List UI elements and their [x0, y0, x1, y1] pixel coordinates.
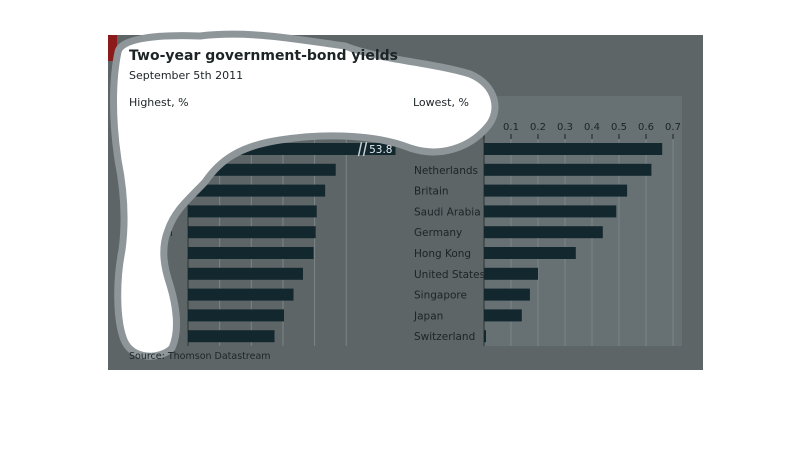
bar-switzerland [484, 330, 486, 343]
category-label: Germany [414, 227, 462, 239]
bar-saudi-arabia [484, 205, 617, 218]
category-label: Nigeria [129, 290, 167, 302]
tick-label: 0.7 [665, 122, 681, 133]
bar-pakistan [188, 205, 317, 218]
bar-ireland [188, 309, 285, 322]
bar-united-states [484, 267, 538, 280]
category-label: Kenya [129, 248, 161, 260]
tick-label: 3 [216, 122, 222, 133]
tick-label: 0 [481, 122, 487, 133]
category-label: Ireland [129, 310, 165, 322]
bar-venezuela [188, 184, 326, 197]
category-label: Finland [414, 144, 452, 156]
data-label: 53.8 [369, 144, 392, 156]
tick-label: 15 [340, 122, 353, 133]
category-label: United States [414, 269, 485, 281]
tick-label: 0.1 [503, 122, 519, 133]
bar-brazil [188, 267, 303, 280]
category-label: Portugal [129, 165, 173, 177]
tick-label: 12 [308, 122, 321, 133]
left-chart-label: Highest, % [129, 96, 189, 109]
bar-nigeria [188, 288, 294, 301]
bar-germany [484, 226, 603, 239]
bar-britain [484, 184, 628, 197]
tick-label: 9 [280, 122, 286, 133]
right-chart-label: Lowest, % [413, 96, 469, 109]
plot-background-right [484, 96, 682, 346]
bar-vietnam [188, 226, 316, 239]
category-label: Japan [413, 310, 443, 322]
bar-japan [484, 309, 522, 322]
category-label: Britain [414, 186, 449, 198]
bar-finland [484, 143, 663, 155]
category-label: India [129, 331, 155, 343]
category-label: Hong Kong [414, 248, 471, 260]
category-label: Vietnam [129, 227, 173, 239]
source-note: Source: Thomson Datastream [129, 351, 271, 362]
tick-label: 0.3 [557, 122, 573, 133]
category-label: Saudi Arabia [414, 206, 481, 218]
chart-title: Two-year government-bond yields [129, 48, 398, 64]
category-label: Greece [129, 144, 166, 156]
bar-kenya [188, 247, 314, 259]
bar-singapore [484, 288, 530, 301]
category-label: Venezuela [129, 186, 183, 198]
category-label: Brazil [129, 269, 158, 281]
chart-subtitle: September 5th 2011 [129, 69, 244, 82]
tick-label: 0.5 [611, 122, 627, 133]
category-label: Pakistan [129, 206, 173, 218]
bar-portugal [188, 163, 336, 176]
tick-label: 0.6 [638, 122, 654, 133]
bar-netherlands [484, 163, 652, 176]
tick-label: 0 [185, 122, 191, 133]
tick-label: 6 [248, 122, 254, 133]
bar-hong-kong [484, 247, 576, 259]
tick-label: 0.4 [584, 122, 600, 133]
tick-label: 0.2 [530, 122, 546, 133]
category-label: Netherlands [414, 165, 478, 177]
category-label: Switzerland [414, 331, 475, 343]
category-label: Singapore [414, 290, 467, 302]
bar-highlight [188, 143, 202, 155]
bar-india [188, 330, 275, 343]
